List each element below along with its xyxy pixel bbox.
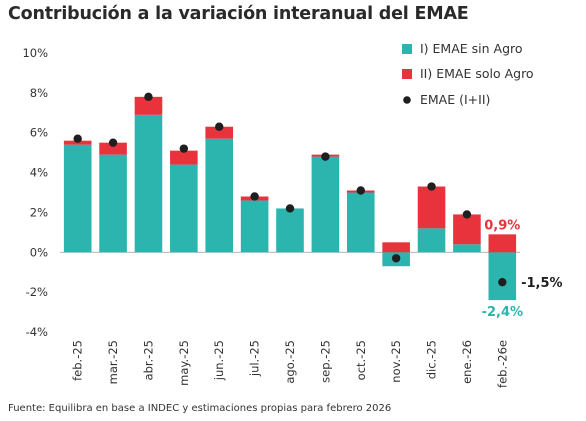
source-note: Fuente: Equilibra en base a INDEC y esti… xyxy=(8,403,392,414)
bar-sin-agro xyxy=(488,252,517,301)
bar-solo-agro xyxy=(134,96,163,115)
bar-sin-agro xyxy=(453,244,481,253)
y-tick-label: 6% xyxy=(30,126,48,140)
x-tick-label: oct.-25 xyxy=(354,340,368,380)
bar-sin-agro xyxy=(276,208,304,253)
total-dot xyxy=(215,122,224,131)
total-dot xyxy=(498,277,507,287)
legend-swatch-sin-agro xyxy=(402,44,412,54)
bar-sin-agro xyxy=(311,156,340,253)
bar-solo-agro xyxy=(170,150,198,165)
bar-sin-agro xyxy=(63,144,92,253)
x-tick-label: feb.-26e xyxy=(495,340,509,388)
y-tick-label: 10% xyxy=(22,46,48,60)
legend-label: II) EMAE solo Agro xyxy=(420,66,534,81)
bar-solo-agro xyxy=(453,214,481,245)
annotation-sin-agro: -2,4% xyxy=(482,305,523,320)
x-tick-label: feb.-25 xyxy=(71,340,85,381)
x-tick-label: jul.-25 xyxy=(248,340,262,377)
total-dot xyxy=(179,144,189,153)
y-tick-label: 2% xyxy=(30,205,48,219)
y-tick-label: 4% xyxy=(30,166,48,180)
legend-label: EMAE (I+II) xyxy=(420,92,490,107)
total-dot xyxy=(108,138,118,147)
x-tick-label: jun.-25 xyxy=(212,340,226,381)
total-dot xyxy=(285,204,295,213)
bar-sin-agro xyxy=(99,154,127,253)
x-tick-label: may.-25 xyxy=(177,340,191,386)
bar-solo-agro xyxy=(417,186,446,229)
bar-sin-agro xyxy=(134,114,163,253)
bar-solo-agro xyxy=(488,234,517,253)
legend-label: I) EMAE sin Agro xyxy=(420,41,523,56)
total-dot xyxy=(250,192,259,201)
x-tick-label: ago.-25 xyxy=(283,340,297,384)
bar-solo-agro xyxy=(382,242,410,253)
total-dot xyxy=(356,186,365,195)
x-tick-label: mar.-25 xyxy=(106,340,120,384)
legend-swatch-solo-agro xyxy=(402,69,412,79)
total-dot xyxy=(391,254,401,263)
x-tick-label: abr.-25 xyxy=(141,340,155,380)
bar-sin-agro xyxy=(170,164,198,253)
total-dot xyxy=(427,182,436,191)
legend-marker-emae xyxy=(403,96,411,104)
chart-title: Contribución a la variación interanual d… xyxy=(8,4,469,24)
annotation-solo-agro: 0,9% xyxy=(484,218,520,233)
x-tick-label: ene.-26 xyxy=(460,340,474,384)
bar-sin-agro xyxy=(417,228,446,253)
annotation-total: -1,5% xyxy=(521,276,562,291)
x-tick-label: nov.-25 xyxy=(389,340,403,383)
y-tick-label: -2% xyxy=(26,285,48,299)
y-tick-label: 0% xyxy=(30,245,48,259)
total-dot xyxy=(321,152,330,161)
bar-sin-agro xyxy=(240,200,269,253)
total-dot xyxy=(462,210,472,219)
bar-sin-agro xyxy=(346,192,375,253)
x-tick-label: dic.-25 xyxy=(425,340,439,379)
y-tick-label: -4% xyxy=(26,325,48,339)
x-tick-label: sep.-25 xyxy=(318,340,332,383)
bar-sin-agro xyxy=(205,138,234,253)
bar-solo-agro xyxy=(99,142,127,155)
total-dot xyxy=(144,92,153,102)
total-dot xyxy=(73,134,82,143)
y-tick-label: 8% xyxy=(30,86,48,100)
bar-solo-agro xyxy=(205,126,234,139)
